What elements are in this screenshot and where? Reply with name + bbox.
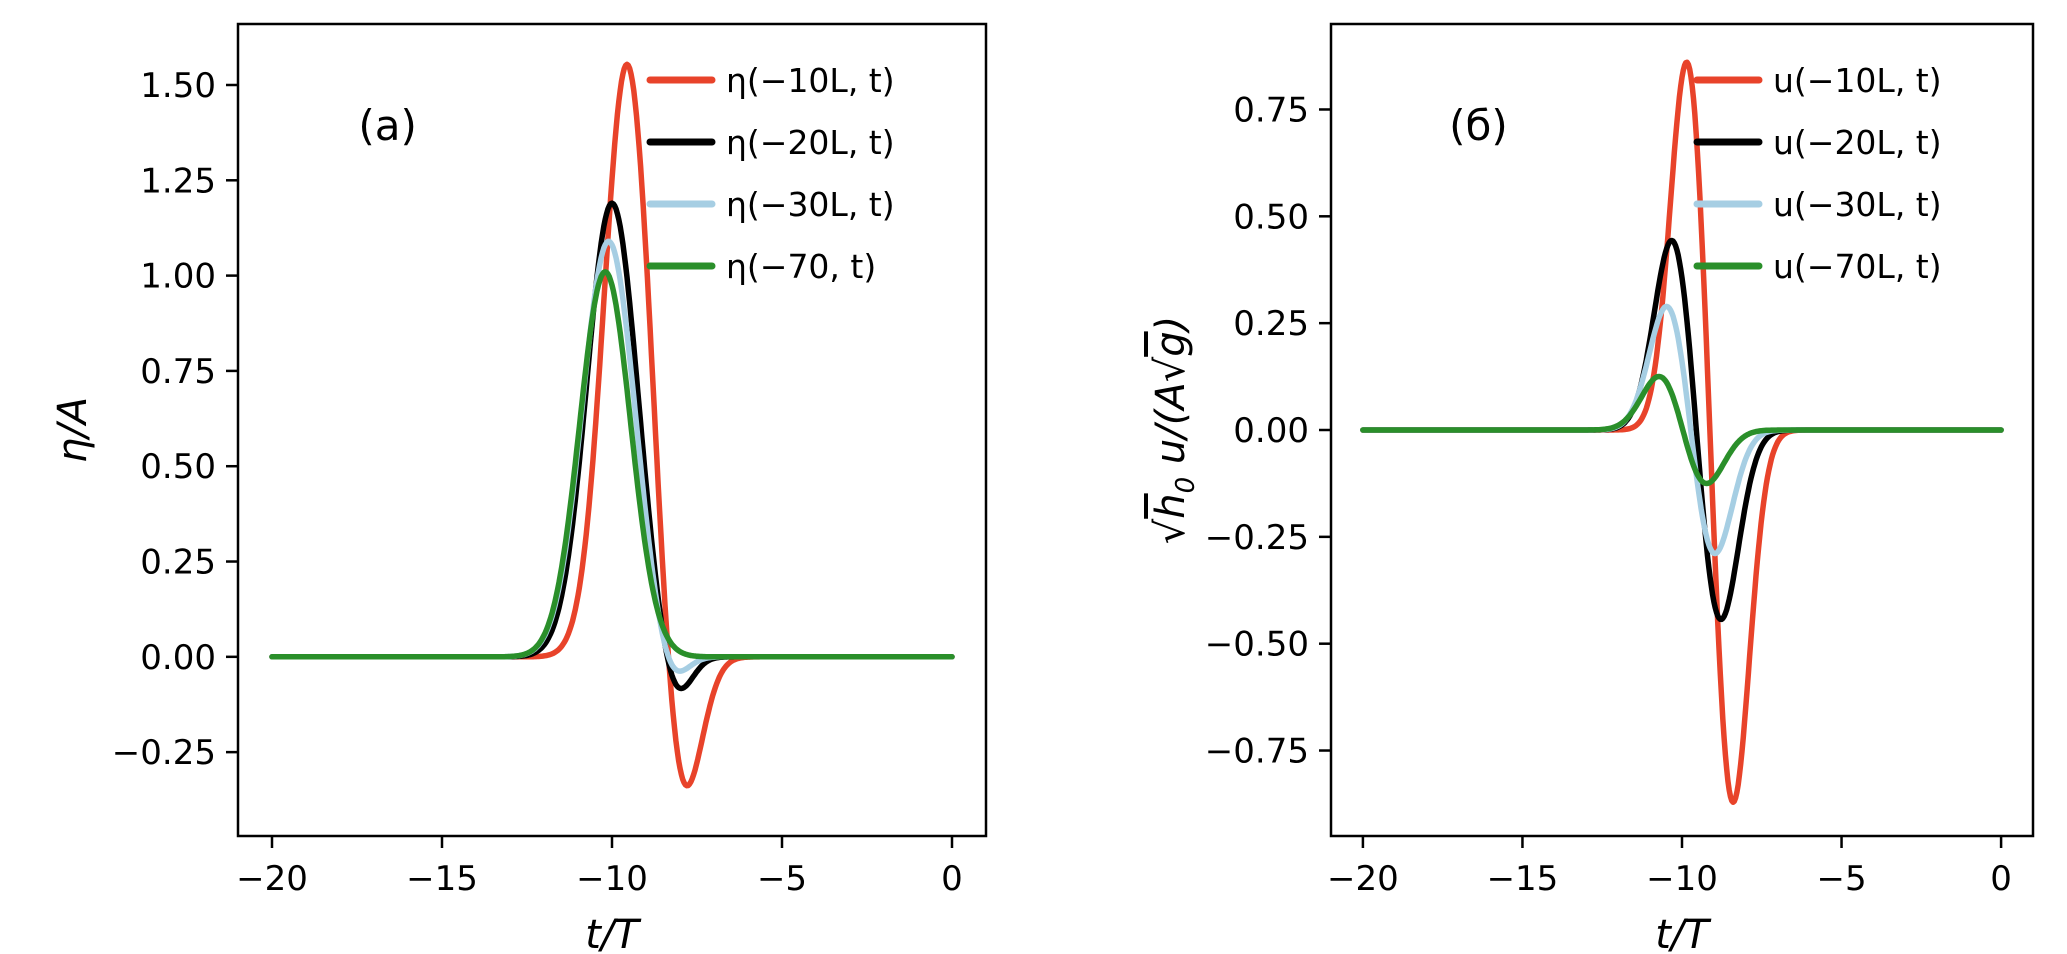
y-axis-label: η/A xyxy=(50,397,96,463)
y-tick-label: 0.25 xyxy=(140,543,216,583)
legend-item-label: η(−10L, t) xyxy=(726,61,895,100)
y-tick-label: 0.00 xyxy=(140,638,216,678)
x-axis-label: t/T xyxy=(585,912,642,954)
curves-group xyxy=(1360,59,2004,805)
y-tick-label: 0.25 xyxy=(1233,304,1309,344)
x-tick-label: −15 xyxy=(406,859,478,899)
panel-a-chart: −20 −15 −10 −5 0 −0.25 0.00 0.25 0.50 0.75 1.00 1.2… xyxy=(50,22,988,954)
y-axis-label: √h0 u/(A√g) xyxy=(1148,316,1201,544)
legend-item-label: u(−30L, t) xyxy=(1773,185,1942,224)
panel-b-curve-3 xyxy=(1360,373,2004,487)
x-tick-label: −5 xyxy=(1816,859,1866,899)
x-tick-label: −10 xyxy=(1646,859,1718,899)
panel-label: (б) xyxy=(1449,101,1508,150)
x-tick-label: −20 xyxy=(236,859,308,899)
x-tick-label: 0 xyxy=(941,859,963,899)
x-tick-label: −20 xyxy=(1327,859,1399,899)
y-tick-label: −0.50 xyxy=(1205,625,1309,665)
panel-label: (a) xyxy=(358,101,417,150)
legend-item-label: η(−30L, t) xyxy=(726,185,895,224)
y-tick-label: −0.75 xyxy=(1205,732,1309,772)
legend-item-label: η(−20L, t) xyxy=(726,123,895,162)
y-tick-label: −0.25 xyxy=(1205,518,1309,558)
panel-a-curve-0 xyxy=(269,61,955,789)
x-tick-label: 0 xyxy=(1990,859,2012,899)
panel-b-chart: −20 −15 −10 −5 0 −0.75 −0.50 −0.25 0.00 0.25 0.50 0… xyxy=(1148,22,2035,954)
y-tick-label: 0.00 xyxy=(1233,411,1309,451)
axes-frame xyxy=(1329,22,2035,838)
y-tick-label: 1.00 xyxy=(140,257,216,297)
x-tick-label: −5 xyxy=(757,859,807,899)
y-tick-label: 0.50 xyxy=(140,447,216,487)
x-tick-label: −15 xyxy=(1487,859,1559,899)
panel-a-curve-3 xyxy=(269,269,955,660)
legend-item-label: u(−10L, t) xyxy=(1773,61,1942,100)
panel-a-curve-2 xyxy=(269,238,955,674)
x-axis-label: t/T xyxy=(1655,912,1712,954)
x-tick-label: −10 xyxy=(576,859,648,899)
y-tick-label: 0.50 xyxy=(1233,197,1309,237)
legend-item-label: u(−20L, t) xyxy=(1773,123,1942,162)
legend-item-label: η(−70, t) xyxy=(726,247,876,286)
axes-frame xyxy=(236,22,988,838)
curves-group xyxy=(269,61,955,789)
y-tick-label: 1.50 xyxy=(140,66,216,106)
y-tick-label: 0.75 xyxy=(1233,90,1309,130)
y-tick-label: 0.75 xyxy=(140,352,216,392)
y-tick-label: 1.25 xyxy=(140,161,216,201)
y-tick-label: −0.25 xyxy=(112,733,216,773)
legend-item-label: u(−70L, t) xyxy=(1773,247,1942,286)
